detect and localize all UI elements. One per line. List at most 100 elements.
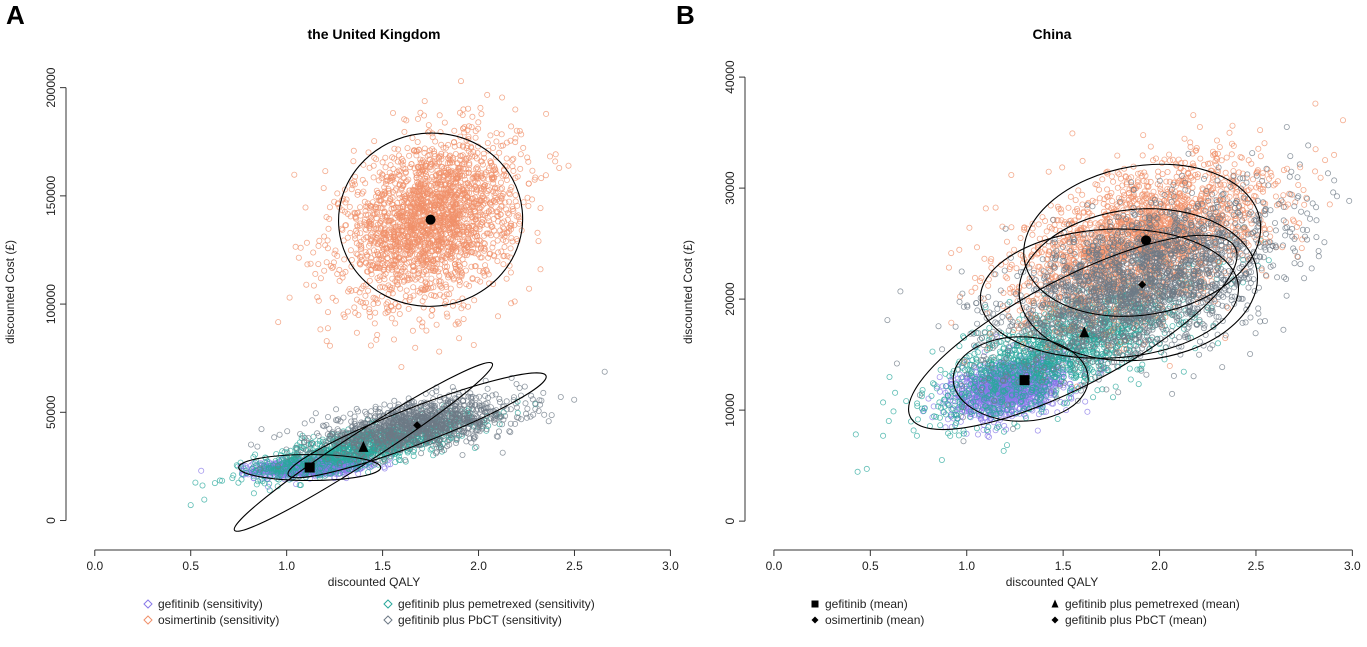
scatter-point xyxy=(484,91,491,98)
scatter-point xyxy=(436,348,443,355)
scatter-point xyxy=(410,292,417,299)
scatter-point xyxy=(410,284,417,291)
scatter-point xyxy=(487,132,494,139)
scatter-point xyxy=(423,327,430,334)
scatter-point xyxy=(396,310,403,317)
scatter-point xyxy=(371,320,378,327)
scatter-point xyxy=(537,205,544,212)
scatter-point xyxy=(199,482,206,489)
scatter-point xyxy=(507,269,514,276)
scatter-point xyxy=(571,396,578,403)
scatter-point xyxy=(381,401,388,408)
scatter-point xyxy=(302,204,309,211)
scatter-point xyxy=(405,305,412,312)
scatter-point xyxy=(525,202,532,209)
scatter-point xyxy=(501,243,508,250)
series-gefitinib-plus-pbct xyxy=(247,368,608,472)
scatter-point xyxy=(556,164,563,171)
scatter-point xyxy=(484,139,491,146)
scatter-point xyxy=(275,319,282,326)
scatter-point xyxy=(460,316,467,323)
scatter-point xyxy=(457,78,464,85)
scatter-point xyxy=(382,164,389,171)
scatter-point xyxy=(472,134,479,141)
scatter-point xyxy=(494,313,501,320)
scatter-point xyxy=(497,186,504,193)
scatter-point xyxy=(503,275,510,282)
scatter-point xyxy=(500,261,507,268)
scatter-point xyxy=(336,277,343,284)
scatter-point xyxy=(362,292,369,299)
scatter-point xyxy=(409,134,416,141)
scatter-point xyxy=(387,402,394,409)
scatter-point xyxy=(490,144,497,151)
scatter-point xyxy=(459,451,466,458)
scatter-point xyxy=(412,344,419,351)
scatter-point xyxy=(381,465,388,472)
scatter-point xyxy=(324,309,331,316)
scatter-point xyxy=(350,158,357,165)
scatter-point xyxy=(512,106,519,113)
scatter-point xyxy=(441,301,448,308)
scatter-point xyxy=(541,411,548,418)
scatter-point xyxy=(390,336,397,343)
scatter-point xyxy=(301,420,308,427)
scatter-point xyxy=(534,229,541,236)
scatter-point xyxy=(508,235,515,242)
panel-united-kingdom: A the United Kingdom 0.0 0.5 1.0 1.5 2.0 2.5 3… xyxy=(3,0,679,627)
scatter-point xyxy=(505,198,512,205)
scatter-point xyxy=(346,203,353,210)
scatter-point xyxy=(469,113,476,120)
scatter-point xyxy=(517,165,524,172)
scatter-point xyxy=(343,196,350,203)
scatter-point xyxy=(235,479,242,486)
scatter-point xyxy=(284,428,291,435)
scatter-point xyxy=(373,336,380,343)
scatter-point xyxy=(425,122,432,129)
scatter-point xyxy=(322,168,329,175)
scatter-point xyxy=(495,428,502,435)
scatter-point xyxy=(493,130,500,137)
scatter-point xyxy=(526,285,533,292)
scatter-point xyxy=(315,242,322,249)
scatter-point xyxy=(512,192,519,199)
scatter-point xyxy=(520,144,527,151)
scatter-point xyxy=(401,128,408,135)
scatter-point xyxy=(350,147,357,154)
scatter-point xyxy=(492,391,499,398)
scatter-point xyxy=(198,467,205,474)
scatter-point xyxy=(216,477,223,484)
scatter-point xyxy=(187,502,194,509)
scatter-point xyxy=(336,266,343,273)
scatter-point xyxy=(389,110,396,117)
scatter-point xyxy=(601,368,608,375)
scatter-point xyxy=(493,138,500,145)
scatter-point xyxy=(309,417,316,424)
scatter-point xyxy=(472,394,479,401)
scatter-point xyxy=(310,282,317,289)
scatter-point xyxy=(417,109,424,116)
scatter-point xyxy=(545,418,552,425)
scatter-point xyxy=(403,287,410,294)
scatter-point xyxy=(512,135,519,142)
scatter-point xyxy=(406,152,413,159)
scatter-point xyxy=(507,245,514,252)
scatter-point xyxy=(494,237,501,244)
scatter-point xyxy=(219,477,226,484)
scatter-point xyxy=(404,145,411,152)
scatter-point xyxy=(374,331,381,338)
scatter-point xyxy=(340,414,347,421)
scatter-point xyxy=(324,413,331,420)
scatter-point xyxy=(291,171,298,178)
scatter-point xyxy=(271,434,278,441)
panel-letter-a: A xyxy=(6,0,25,30)
scatter-point xyxy=(517,151,524,158)
scatter-point xyxy=(475,119,482,126)
scatter-point xyxy=(428,312,435,319)
scatter-point xyxy=(395,152,402,159)
scatter-point xyxy=(324,237,331,244)
scatter-point xyxy=(540,389,547,396)
scatter-point xyxy=(323,259,330,266)
scatter-point xyxy=(498,131,505,138)
scatter-point xyxy=(506,211,513,218)
